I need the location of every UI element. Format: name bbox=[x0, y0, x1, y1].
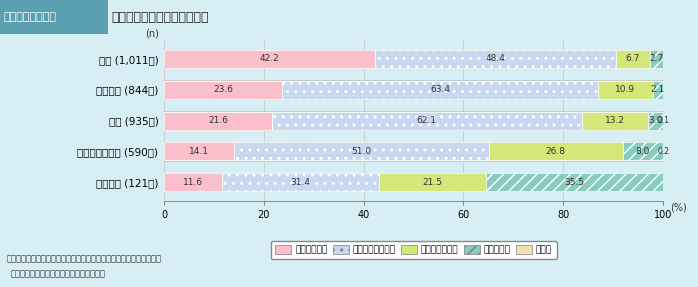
Text: 2.1: 2.1 bbox=[651, 85, 665, 94]
Text: 3.0: 3.0 bbox=[648, 116, 662, 125]
Text: 13.2: 13.2 bbox=[604, 116, 625, 125]
Text: 2.7: 2.7 bbox=[649, 54, 664, 63]
Text: 21.6: 21.6 bbox=[208, 116, 228, 125]
Bar bbox=[164, 142, 235, 160]
Bar bbox=[581, 112, 648, 129]
Text: 48.4: 48.4 bbox=[486, 54, 505, 63]
Text: 21.5: 21.5 bbox=[422, 178, 443, 187]
Text: 10.9: 10.9 bbox=[616, 85, 635, 94]
Text: 35.5: 35.5 bbox=[565, 178, 585, 187]
Bar bbox=[378, 173, 486, 191]
Text: 63.4: 63.4 bbox=[430, 85, 450, 94]
Bar bbox=[653, 81, 663, 99]
Bar bbox=[164, 50, 663, 68]
Bar bbox=[648, 112, 662, 129]
Text: 資料：内閣府「高齢者の日常生活に関する意識調査」（平成２１年）: 資料：内閣府「高齢者の日常生活に関する意識調査」（平成２１年） bbox=[7, 254, 162, 263]
Bar bbox=[164, 142, 663, 161]
Text: 26.8: 26.8 bbox=[546, 147, 566, 156]
Bar bbox=[164, 112, 272, 129]
Bar bbox=[272, 112, 581, 129]
Text: (n): (n) bbox=[145, 29, 159, 39]
Bar bbox=[598, 81, 653, 99]
Bar bbox=[282, 81, 598, 99]
Text: 42.2: 42.2 bbox=[260, 54, 279, 63]
Bar bbox=[164, 173, 663, 191]
Text: (%): (%) bbox=[671, 202, 688, 212]
Text: 6.7: 6.7 bbox=[625, 54, 640, 63]
Legend: 満足している, まあ満足している, やや不満である, 不満である, 無回答: 満足している, まあ満足している, やや不満である, 不満である, 無回答 bbox=[271, 241, 556, 259]
Text: 62.1: 62.1 bbox=[417, 116, 437, 125]
Bar bbox=[164, 80, 663, 99]
Bar bbox=[375, 50, 616, 68]
Bar bbox=[489, 142, 623, 160]
Bar bbox=[164, 111, 663, 130]
Text: 14.1: 14.1 bbox=[189, 147, 209, 156]
Bar bbox=[222, 173, 378, 191]
Text: 51.0: 51.0 bbox=[352, 147, 372, 156]
Text: 0.1: 0.1 bbox=[657, 116, 669, 125]
Bar bbox=[623, 142, 662, 160]
Text: 23.6: 23.6 bbox=[213, 85, 233, 94]
Bar bbox=[164, 50, 375, 68]
Text: 図１－２－３－３: 図１－２－３－３ bbox=[3, 12, 57, 22]
Bar bbox=[486, 173, 663, 191]
Bar bbox=[235, 142, 489, 160]
Text: 日常生活の満足度と健康状態: 日常生活の満足度と健康状態 bbox=[112, 11, 209, 24]
Text: 31.4: 31.4 bbox=[290, 178, 311, 187]
Bar bbox=[616, 50, 650, 68]
Bar bbox=[662, 142, 664, 160]
Bar bbox=[0, 0, 108, 34]
Text: 8.0: 8.0 bbox=[635, 147, 650, 156]
Bar bbox=[164, 173, 222, 191]
Text: （注）調査対象は、全国６０歳以上の男女: （注）調査対象は、全国６０歳以上の男女 bbox=[10, 270, 105, 279]
Text: 0.2: 0.2 bbox=[658, 147, 669, 156]
Bar bbox=[164, 81, 282, 99]
Text: 11.6: 11.6 bbox=[183, 178, 203, 187]
Bar bbox=[650, 50, 663, 68]
